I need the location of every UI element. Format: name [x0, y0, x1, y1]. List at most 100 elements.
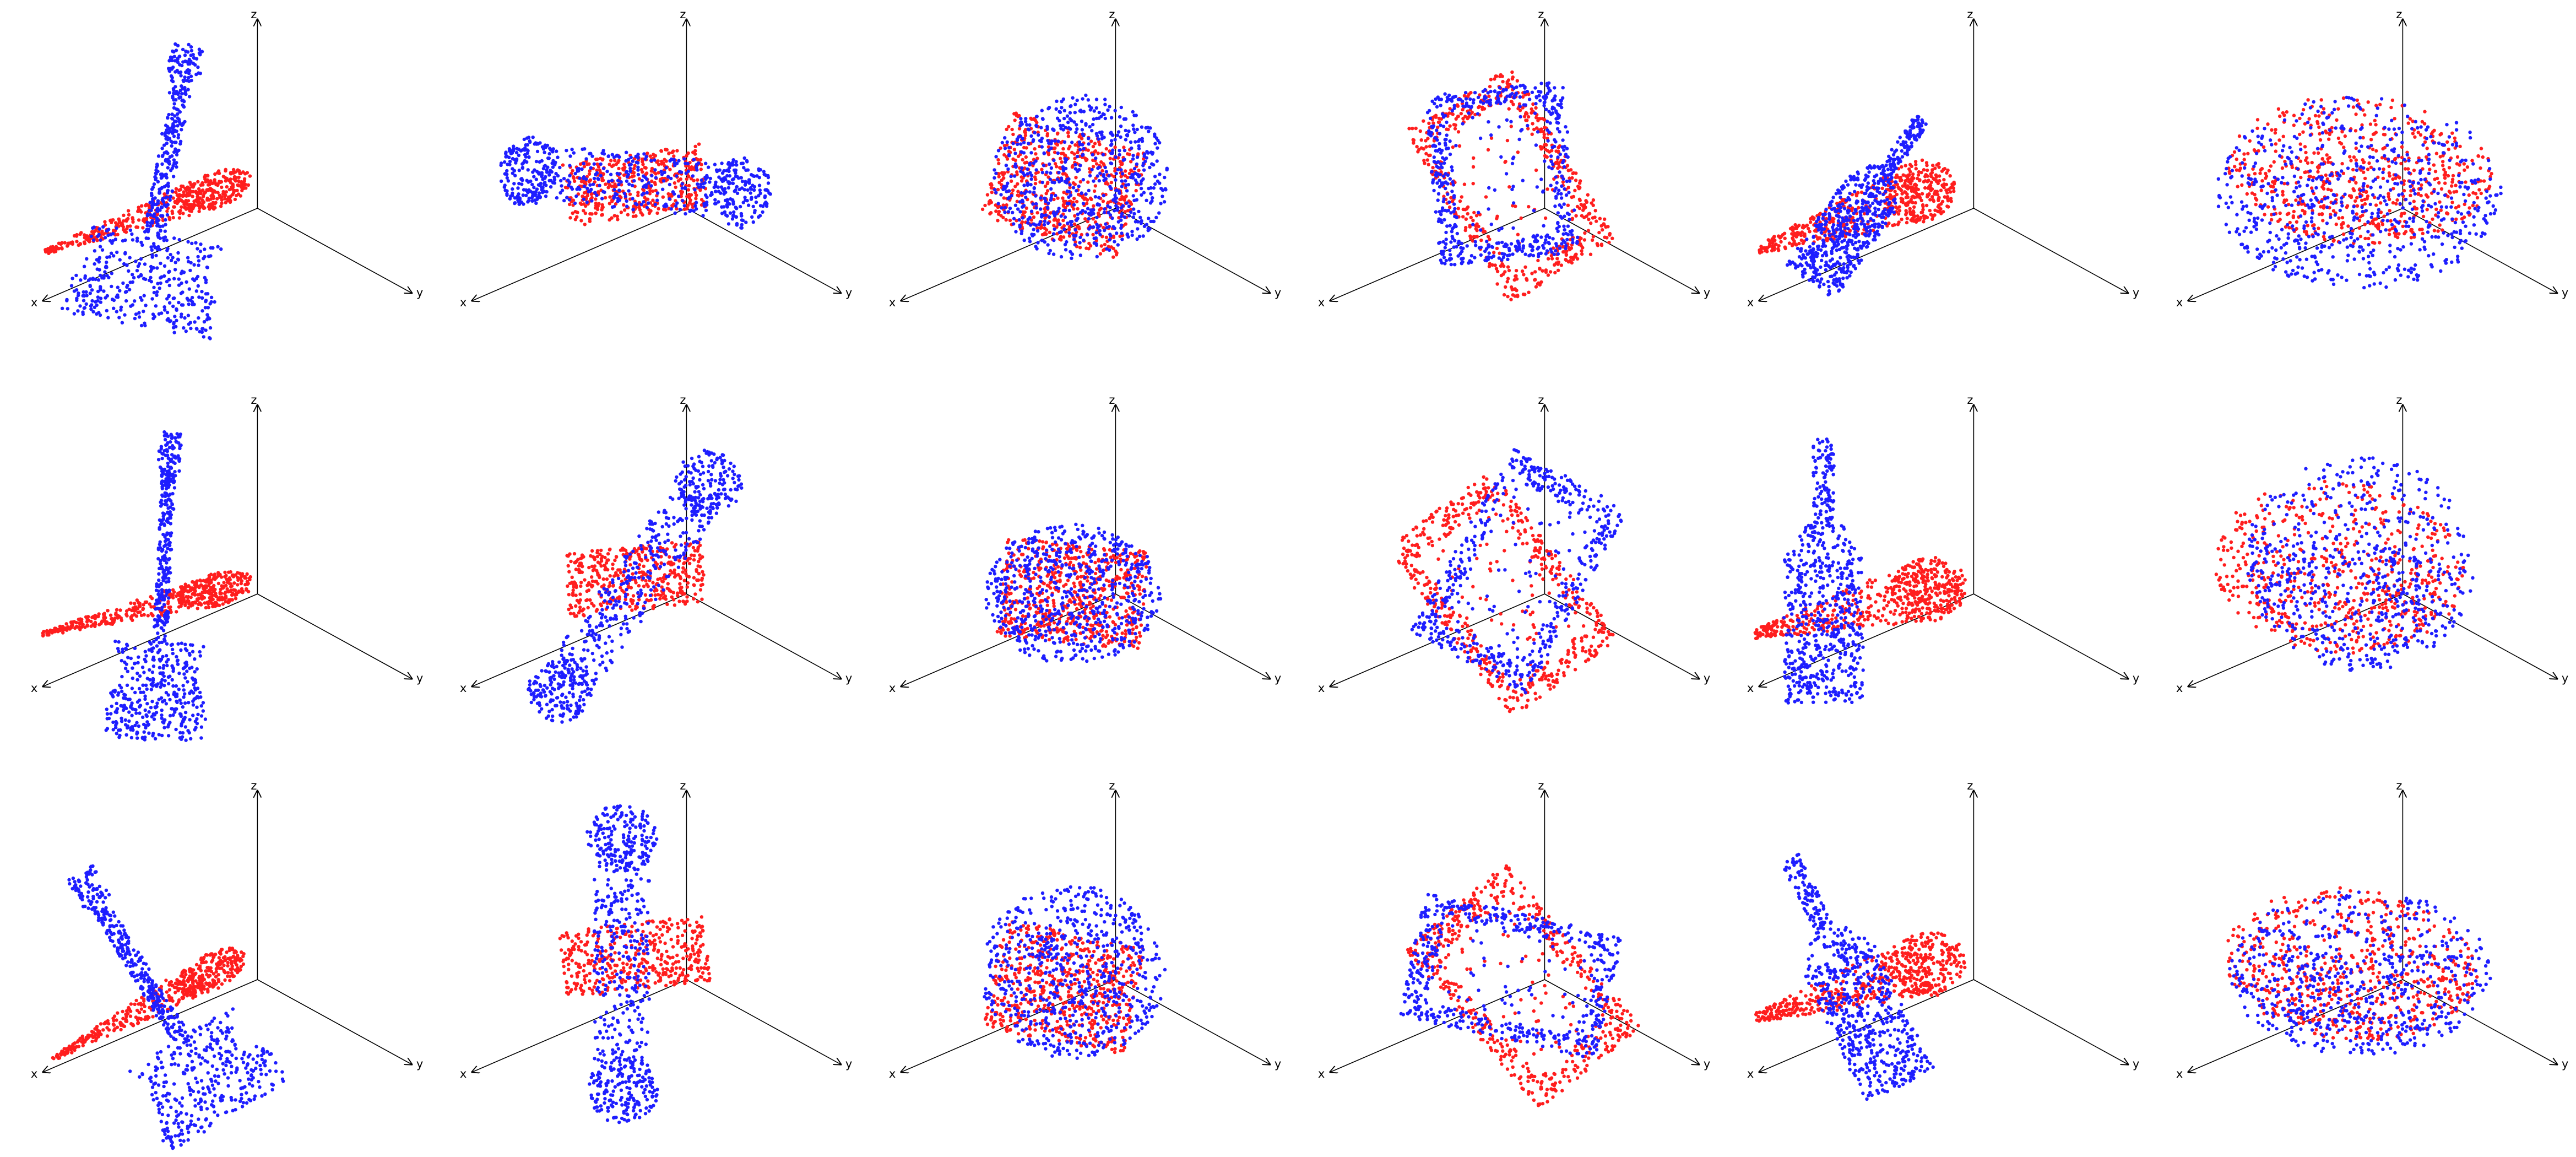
point	[598, 183, 601, 187]
point	[1075, 189, 1078, 193]
point	[1895, 192, 1899, 197]
point	[90, 288, 94, 292]
point	[1559, 196, 1564, 200]
point	[535, 142, 539, 145]
point	[170, 144, 173, 148]
point	[1091, 233, 1095, 237]
point	[1464, 97, 1468, 101]
point	[207, 187, 210, 192]
point	[1040, 171, 1045, 175]
point	[178, 142, 182, 146]
point	[1471, 101, 1476, 105]
point	[1089, 210, 1093, 214]
point	[1462, 182, 1467, 186]
point	[1534, 143, 1538, 147]
point	[117, 224, 121, 228]
point	[164, 204, 168, 208]
point	[1070, 219, 1074, 224]
point	[609, 159, 613, 163]
point	[612, 196, 616, 200]
x-axis-label: x	[31, 296, 37, 309]
point	[1534, 102, 1538, 106]
point	[637, 177, 642, 181]
point	[1054, 142, 1058, 146]
point	[1072, 120, 1076, 124]
point	[1506, 295, 1510, 299]
point	[1105, 247, 1109, 251]
point	[1096, 174, 1099, 178]
point	[105, 309, 109, 313]
point	[223, 197, 227, 201]
point	[1068, 111, 1072, 115]
point	[197, 316, 200, 320]
point	[1555, 226, 1559, 230]
point	[694, 201, 698, 204]
point	[997, 175, 1001, 179]
point	[1059, 230, 1063, 234]
point	[601, 172, 605, 176]
point	[1911, 172, 1915, 176]
point	[125, 263, 129, 267]
point	[1519, 216, 1523, 220]
point	[187, 213, 191, 218]
point	[164, 131, 167, 135]
point	[202, 335, 205, 339]
point	[202, 257, 205, 261]
point	[679, 170, 684, 174]
point	[189, 45, 193, 49]
point	[1042, 151, 1046, 155]
point	[205, 318, 209, 322]
point	[1131, 157, 1135, 161]
point	[1908, 207, 1912, 210]
point	[731, 177, 736, 181]
point	[747, 181, 751, 185]
point	[757, 168, 761, 172]
point	[232, 191, 236, 194]
point	[582, 209, 585, 213]
point	[669, 207, 673, 211]
point	[1124, 179, 1127, 183]
point	[1564, 253, 1568, 257]
point	[173, 140, 177, 144]
point	[1106, 201, 1110, 206]
point	[595, 157, 599, 161]
point	[97, 260, 101, 264]
point	[541, 166, 546, 171]
point	[1453, 207, 1457, 211]
point	[1525, 118, 1529, 122]
point	[554, 171, 558, 176]
point	[740, 186, 744, 190]
point	[1119, 214, 1123, 219]
point	[231, 171, 235, 175]
point	[740, 218, 744, 222]
point	[694, 197, 698, 201]
point	[611, 163, 616, 167]
point	[188, 321, 192, 325]
point	[176, 61, 180, 64]
point	[1582, 215, 1586, 219]
point	[1431, 166, 1435, 170]
point	[175, 308, 178, 312]
point	[1065, 201, 1070, 206]
point	[1134, 188, 1138, 193]
point	[1120, 212, 1124, 216]
point	[193, 320, 197, 324]
point	[196, 203, 200, 208]
point	[1437, 116, 1441, 121]
point	[1130, 146, 1134, 150]
point	[196, 192, 200, 197]
point	[1565, 249, 1569, 253]
point	[1106, 108, 1110, 112]
point	[1057, 207, 1061, 210]
point	[762, 172, 766, 176]
point	[1610, 236, 1614, 240]
point	[617, 198, 622, 202]
point	[1126, 235, 1130, 239]
point	[552, 181, 557, 185]
point	[1100, 169, 1104, 173]
point	[1061, 169, 1066, 172]
point	[1444, 230, 1448, 235]
point	[1559, 214, 1563, 218]
point	[1067, 195, 1071, 199]
point	[1582, 203, 1586, 207]
